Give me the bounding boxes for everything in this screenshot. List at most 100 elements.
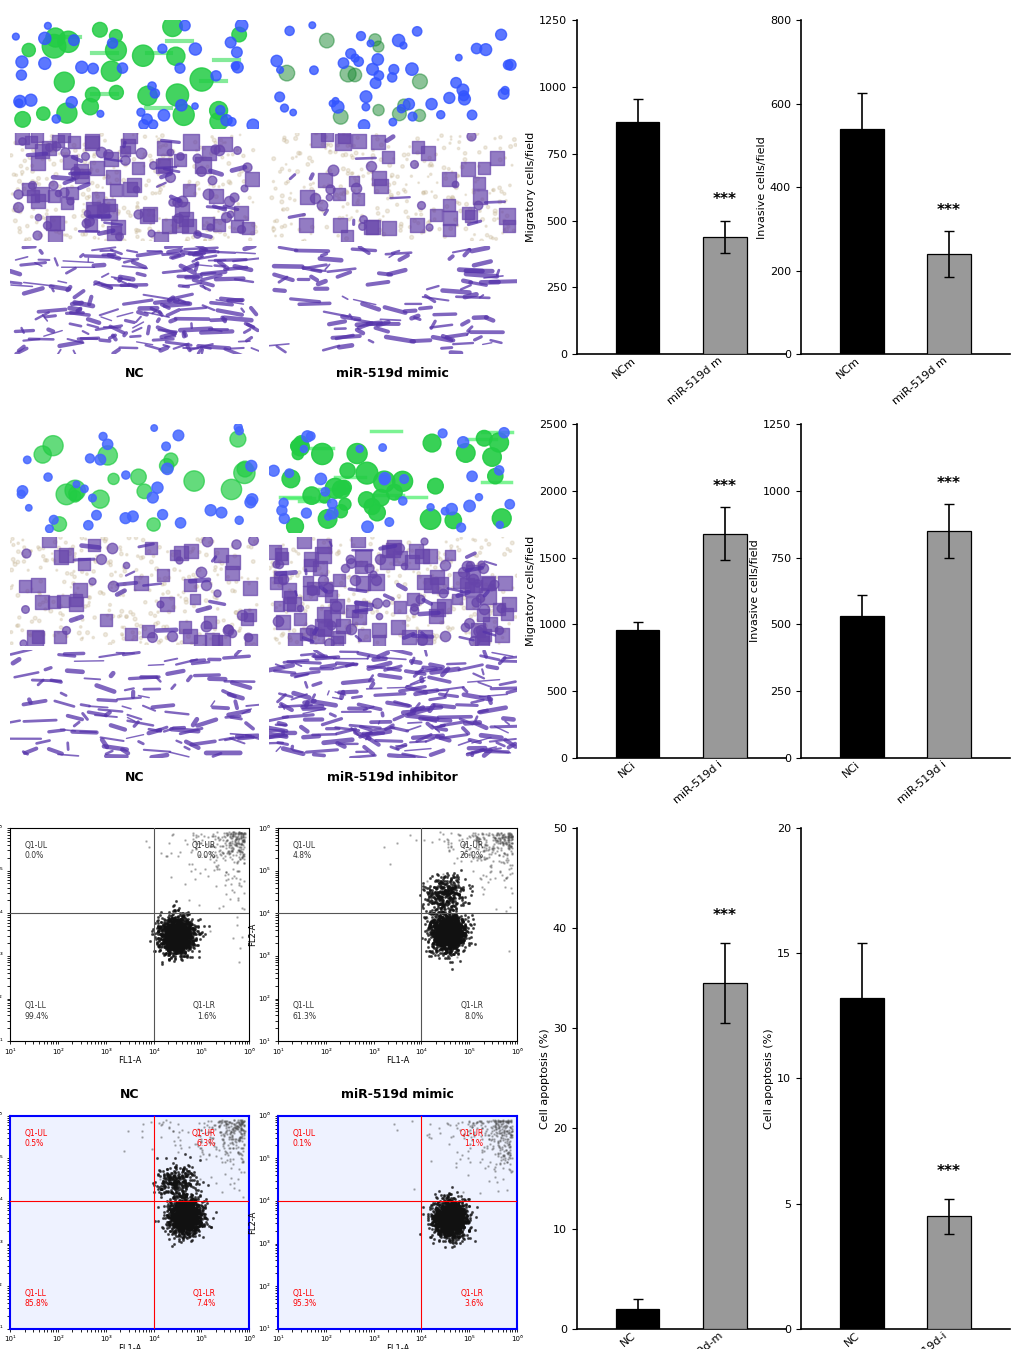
Point [185, 1206, 202, 1228]
Point [438, 923, 454, 944]
Point [22, 625, 39, 646]
Point [450, 921, 467, 943]
Point [429, 577, 445, 599]
Point [440, 1209, 457, 1230]
Point [175, 1215, 192, 1237]
Point [432, 1199, 448, 1221]
Point [431, 901, 447, 923]
Point [473, 1114, 489, 1136]
Point [431, 219, 447, 240]
Point [434, 1202, 450, 1224]
Point [430, 542, 446, 564]
Point [170, 919, 186, 940]
Point [363, 216, 379, 237]
Point [439, 1218, 455, 1240]
Point [167, 925, 183, 947]
Point [500, 216, 517, 237]
Point [432, 1202, 448, 1224]
Point [35, 148, 51, 170]
Point [452, 1198, 469, 1219]
Point [232, 822, 249, 843]
Point [448, 1209, 465, 1230]
Point [427, 1209, 443, 1230]
Point [176, 1207, 193, 1229]
Point [449, 943, 466, 965]
Point [182, 541, 199, 563]
Point [228, 842, 245, 863]
Point [437, 882, 453, 904]
Point [437, 1207, 453, 1229]
Point [434, 1205, 450, 1226]
Point [168, 919, 184, 940]
Point [464, 881, 480, 902]
Point [179, 1222, 196, 1244]
Point [503, 154, 520, 175]
Point [196, 634, 212, 656]
Point [439, 1203, 455, 1225]
Point [446, 928, 463, 950]
Point [209, 846, 225, 867]
Point [431, 939, 447, 960]
Point [432, 938, 448, 959]
Point [102, 554, 118, 576]
Point [219, 842, 235, 863]
Point [450, 193, 467, 214]
Point [153, 901, 169, 923]
Point [74, 608, 91, 630]
Point [282, 468, 299, 490]
Point [168, 935, 184, 956]
Point [165, 923, 181, 944]
Point [429, 901, 445, 923]
Point [428, 1207, 444, 1229]
Point [496, 828, 513, 850]
Point [180, 924, 197, 946]
Point [161, 1198, 177, 1219]
Point [176, 923, 193, 944]
Point [443, 919, 460, 940]
Point [502, 1125, 519, 1147]
Point [420, 893, 436, 915]
Point [169, 911, 185, 932]
Point [446, 1206, 463, 1228]
Point [502, 1126, 519, 1148]
Point [448, 870, 465, 892]
Point [166, 931, 182, 952]
Point [152, 842, 168, 863]
Point [165, 1213, 181, 1234]
Point [156, 1176, 172, 1198]
Point [436, 925, 452, 947]
Point [454, 911, 471, 932]
Point [176, 927, 193, 948]
Point [184, 1203, 201, 1225]
Point [414, 545, 430, 567]
Point [440, 1209, 457, 1230]
Point [434, 882, 450, 904]
Point [161, 1164, 177, 1186]
Point [296, 530, 312, 552]
Point [162, 1198, 178, 1219]
Point [438, 876, 454, 897]
Point [159, 1159, 175, 1180]
Point [472, 1110, 488, 1132]
Point [439, 916, 455, 938]
Point [355, 548, 371, 569]
Point [191, 178, 207, 200]
Point [433, 913, 449, 935]
Point [176, 1163, 193, 1184]
Point [460, 1140, 476, 1161]
Point [447, 1215, 464, 1237]
Point [213, 1182, 229, 1203]
Point [166, 921, 182, 943]
Point [441, 923, 458, 944]
Point [433, 886, 449, 908]
Point [430, 921, 446, 943]
Point [437, 932, 453, 954]
Point [172, 1199, 189, 1221]
Point [444, 1193, 461, 1214]
Point [264, 552, 280, 573]
Point [439, 932, 455, 954]
Point [173, 1195, 190, 1217]
Point [439, 928, 455, 950]
Point [435, 913, 451, 935]
Point [180, 924, 197, 946]
